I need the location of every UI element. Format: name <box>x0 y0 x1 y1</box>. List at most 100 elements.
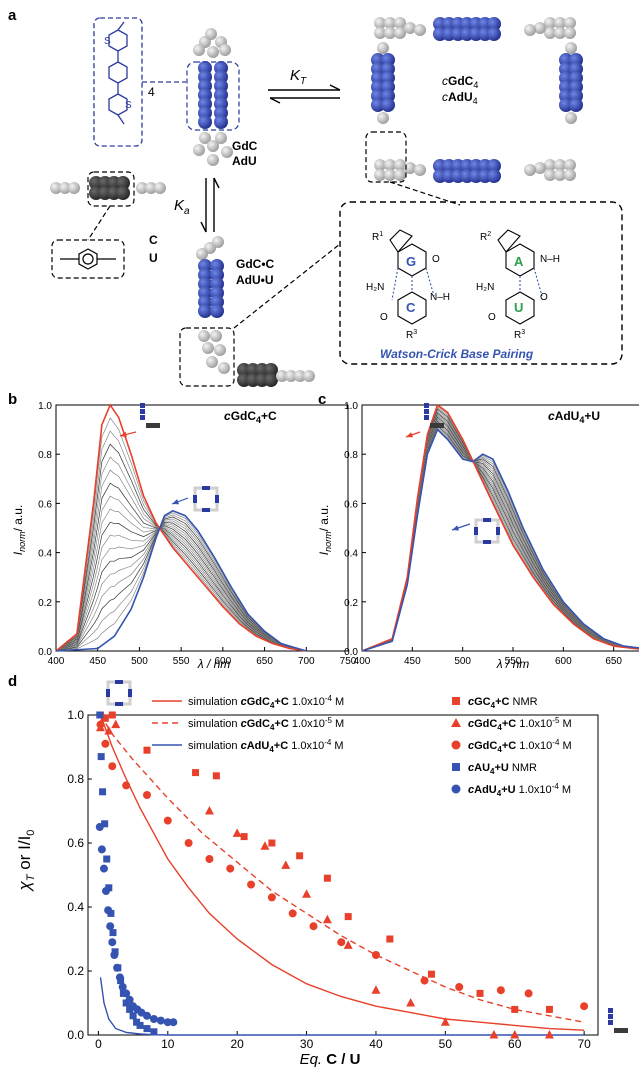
chart-d-square-marker <box>296 852 304 860</box>
dimer-label-adu: AdU <box>232 154 257 168</box>
chart-c-intermediate-spectrum <box>361 412 639 652</box>
chart-c-intermediate-spectrum <box>361 427 639 652</box>
gdc-dimer-model <box>186 28 240 166</box>
legend-sub: 4 <box>270 701 275 710</box>
grey-atom <box>534 162 546 174</box>
grey-atom <box>136 182 148 194</box>
blue-atom <box>210 304 224 318</box>
grey-atom <box>554 17 566 29</box>
chart-c-start-spectrum <box>361 403 639 652</box>
grey-atom <box>564 169 576 181</box>
chart-b-y-label: Inorm/ a.u. <box>11 505 27 556</box>
chart-d-triangle-marker <box>260 841 270 850</box>
grey-atom <box>394 27 406 39</box>
chart-d-circle-marker <box>163 816 172 825</box>
chart-d-complex-icon <box>608 1014 613 1019</box>
chart-c-x-label: λ / nm <box>496 657 530 671</box>
chart-c-intermediate-spectrum <box>361 420 639 652</box>
r1-label: R1 <box>372 231 383 243</box>
grey-atom <box>154 182 166 194</box>
xylene-structure-icon <box>60 248 116 270</box>
grey-atom <box>215 132 227 144</box>
grey-atom <box>524 24 536 36</box>
cap-label-u: U <box>149 251 158 265</box>
chart-c-intermediate-spectrum <box>361 426 639 652</box>
chart-d-y-tick-label: 0.6 <box>67 836 84 850</box>
chart-d-triangle-marker <box>99 713 109 722</box>
chart-d-triangle-marker <box>510 1030 520 1039</box>
chart-d-x-tick-label: 20 <box>231 1037 245 1051</box>
grey-atom <box>214 344 226 356</box>
chart-d-circle-marker <box>371 951 380 959</box>
grey-atom <box>285 370 297 382</box>
blue-atom <box>487 27 501 41</box>
legend-sub: 4 <box>269 745 274 754</box>
chart-d-circle-marker <box>580 1002 589 1011</box>
sulfur-atom-2: S <box>125 100 132 111</box>
monomer-structure-box <box>93 17 143 147</box>
chart-c-end-spectrum <box>361 428 639 652</box>
chart-d-triangle-marker <box>440 1017 450 1026</box>
panel-a-letter: a <box>8 7 17 24</box>
legend-unit: M <box>559 718 571 730</box>
grey-atom <box>384 159 396 171</box>
panel-d-letter: d <box>8 673 17 690</box>
grey-atom <box>374 27 386 39</box>
chart-b-intermediate-spectrum <box>55 456 307 652</box>
r3-label-au: R3 <box>514 329 525 341</box>
chart-c-intermediate-spectrum <box>361 423 639 652</box>
chart-b-intermediate-spectrum <box>55 469 307 652</box>
chart-d-triangle-marker <box>111 719 121 729</box>
dark-atom <box>116 176 130 190</box>
chart-d-legend-label: cGdC4+C 1.0x10-4 M <box>468 738 572 754</box>
chart-b-x-tick-label: 500 <box>131 656 148 667</box>
chart-b-intermediate-spectrum <box>55 508 307 652</box>
panel-c-letter: c <box>318 391 326 408</box>
chart-d-x-tick-label: 40 <box>369 1037 383 1051</box>
chart-d-square-marker <box>136 1021 144 1029</box>
dark-atom <box>264 363 278 377</box>
grey-atom <box>193 144 205 156</box>
chart-c-frame <box>361 404 639 652</box>
chart-d-circle-marker <box>125 995 134 1004</box>
chart-d-y-tick-label: 1.0 <box>67 708 84 722</box>
legend-sample: GdC <box>247 696 270 708</box>
grey-atom <box>199 132 211 144</box>
grey-atom <box>303 370 315 382</box>
cap-structure-box <box>51 239 125 279</box>
panel-b-letter: b <box>8 391 17 408</box>
chart-d-y-tick-label: 0.8 <box>67 772 84 786</box>
chart-d-y-tick-label: 0.4 <box>67 900 84 914</box>
chart-c-y-tick-label: 1.0 <box>344 401 358 412</box>
grey-atom <box>210 330 222 342</box>
chart-d-complex-icon <box>608 1020 613 1025</box>
grey-atom <box>564 17 576 29</box>
repeat-count-label: 4 <box>148 85 155 99</box>
chart-d-square-marker <box>143 746 151 754</box>
chart-d-square-marker <box>107 909 115 917</box>
grey-atom <box>212 236 224 248</box>
chart-d-circle-marker <box>101 739 110 748</box>
chart-b-intermediate-spectrum <box>55 430 307 652</box>
dimer-label-gdc: GdC <box>232 139 258 153</box>
chart-d-triangle-marker <box>544 1030 554 1039</box>
chart-c-y-tick-label: 0.0 <box>344 647 358 658</box>
base-pairing-caption: Watson-Crick Base Pairing <box>380 347 534 361</box>
bound-complex-model <box>196 236 315 387</box>
grey-atom <box>207 154 219 166</box>
chart-d-circle-marker <box>184 839 193 847</box>
chart-c-intermediate-spectrum <box>361 424 639 652</box>
chart-d-cycle-icon <box>115 702 123 706</box>
grey-atom <box>565 42 577 54</box>
chart-c-title: cAdU4+U <box>548 409 600 425</box>
legend-sub: 4 <box>497 745 502 754</box>
chart-b-intermediate-spectrum <box>55 523 307 652</box>
chart-c-intermediate-spectrum <box>361 418 639 652</box>
legend-sample: GdC <box>474 718 497 730</box>
chart-d-circle-marker <box>115 973 124 982</box>
chart-d-square-marker <box>143 1025 151 1033</box>
bdt-structure-icon <box>108 21 128 125</box>
chart-d-triangle-marker <box>322 914 332 924</box>
chart-c-complex-icon <box>424 415 429 420</box>
chart-d-square-marker <box>99 788 107 796</box>
